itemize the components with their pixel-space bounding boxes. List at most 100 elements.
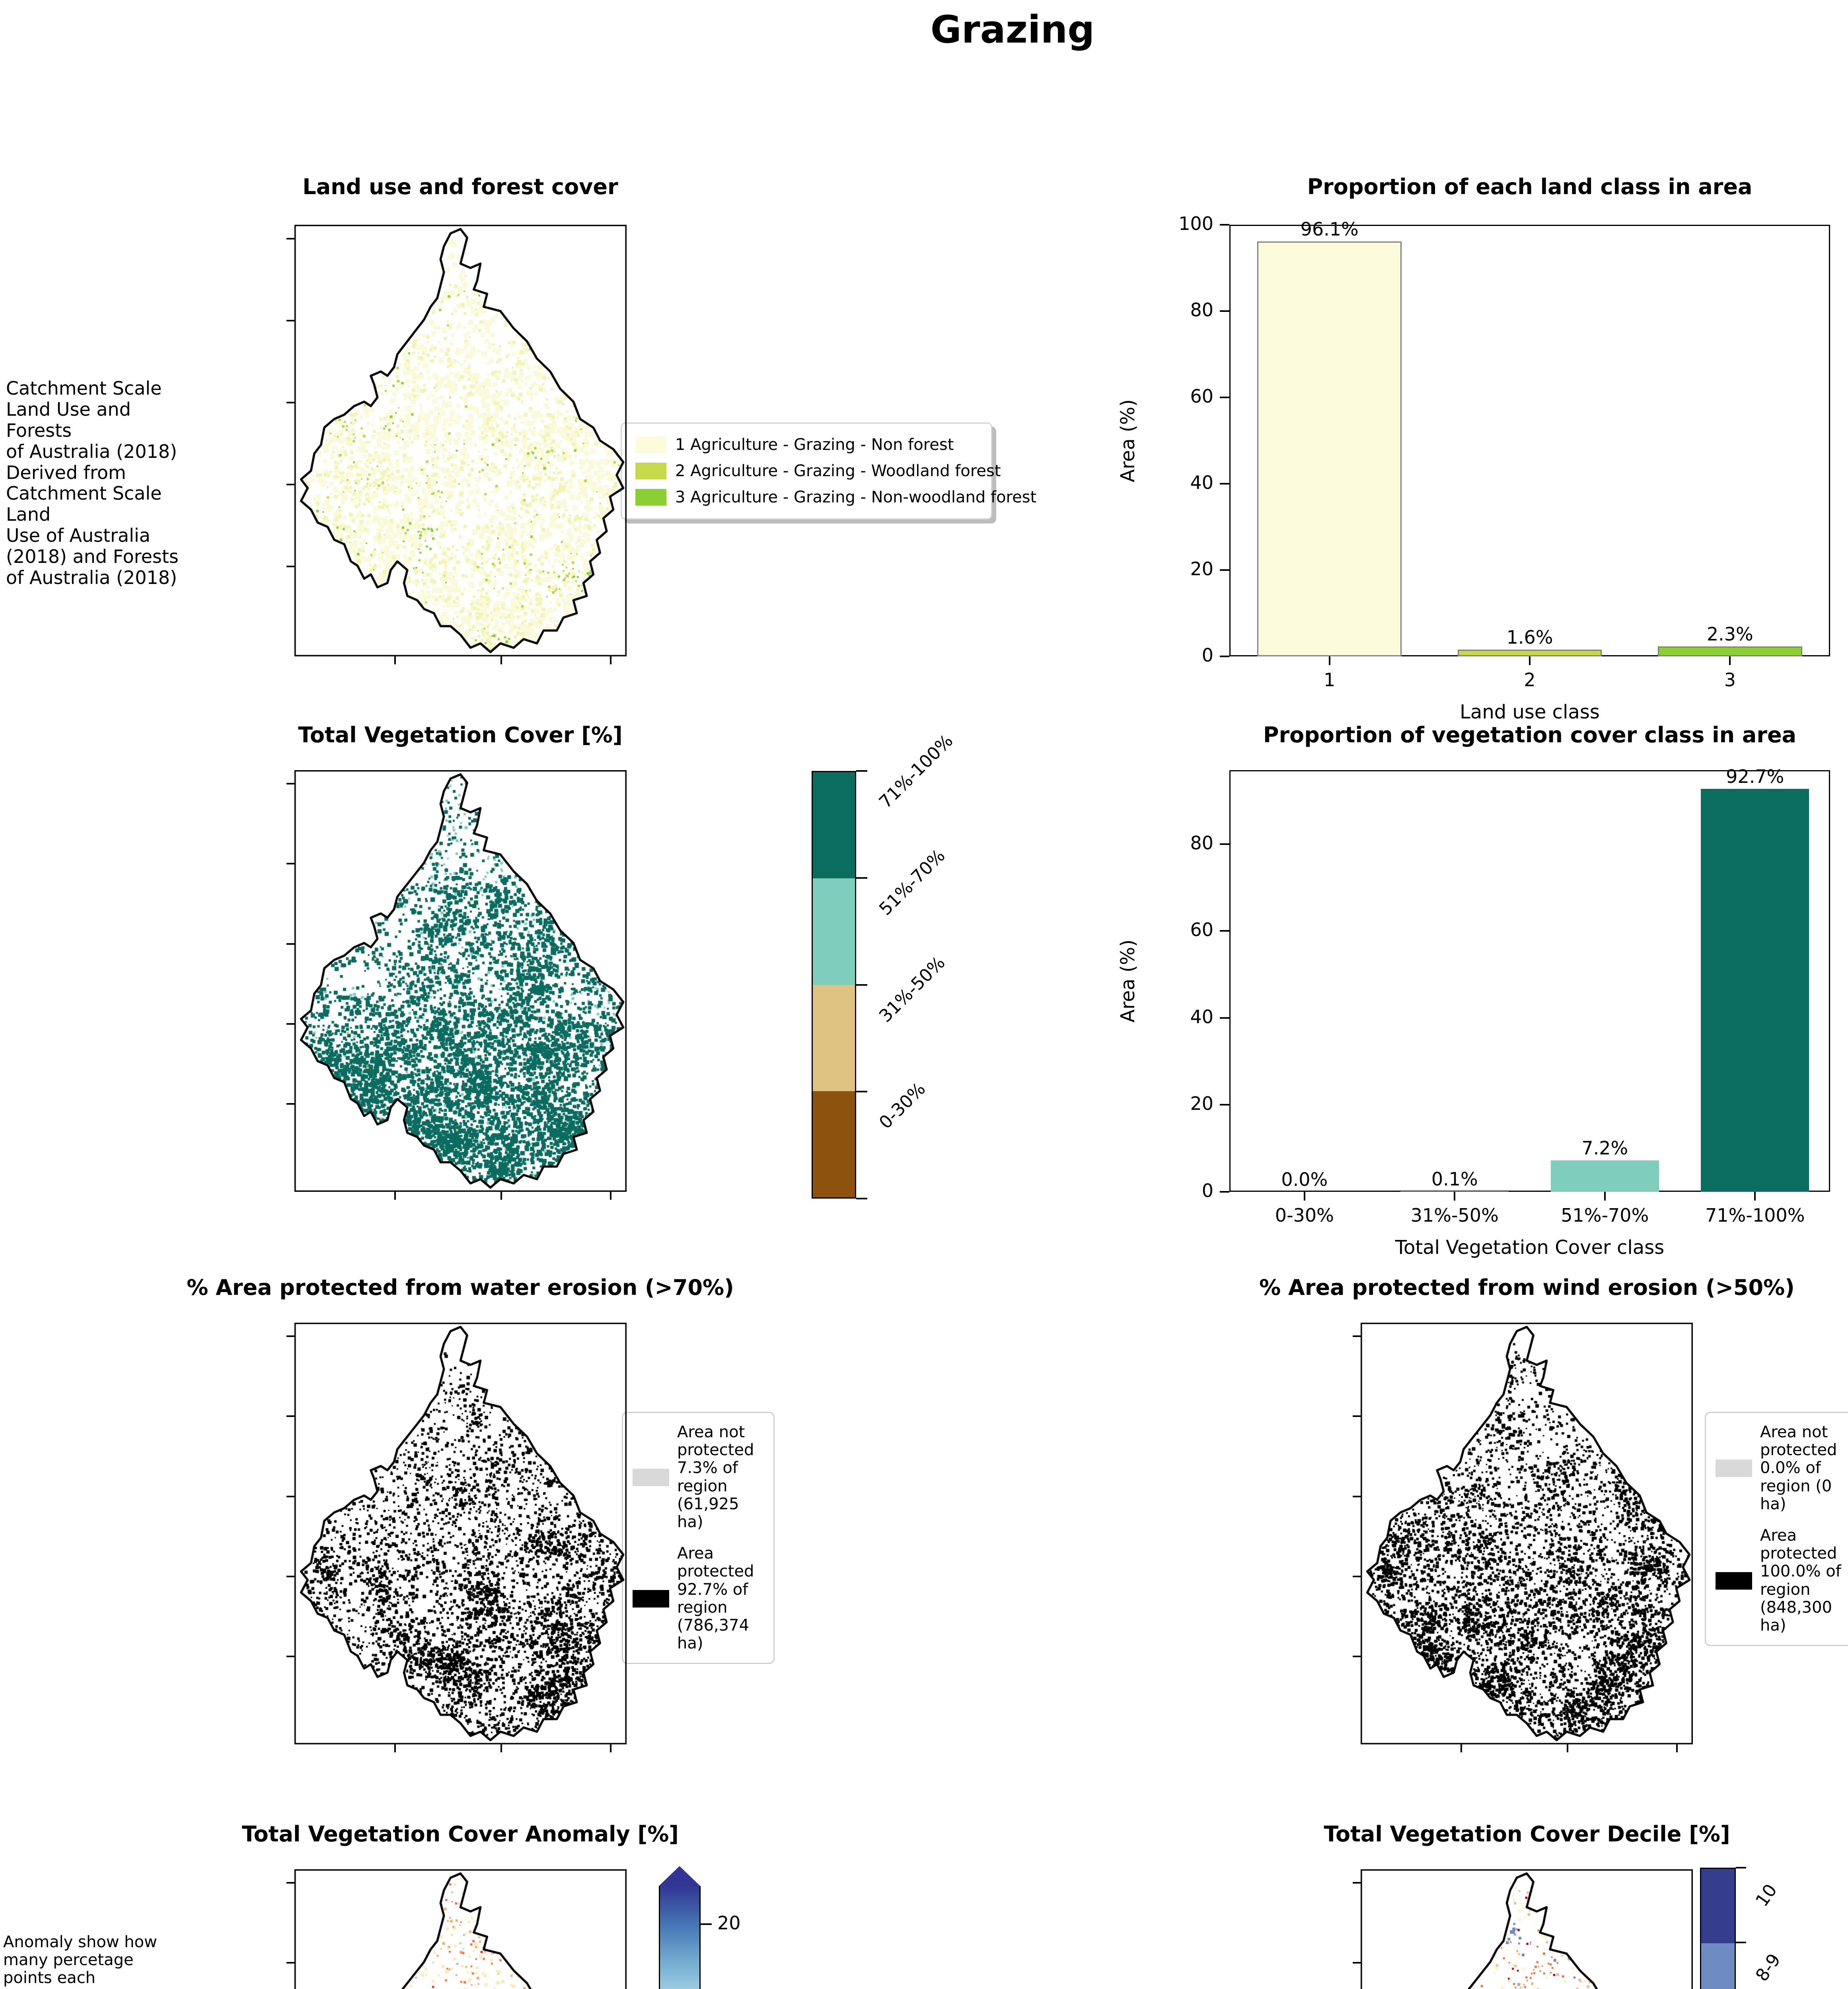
bar [1550, 1160, 1659, 1192]
colorbar-segment [1701, 1943, 1735, 1989]
legend-item-non-woodland: 3 Agriculture - Grazing - Non-woodland f… [635, 488, 1036, 506]
bar-value-label: 7.2% [1581, 1137, 1628, 1159]
y-tick [1220, 930, 1229, 932]
legend-label-non-woodland: 3 Agriculture - Grazing - Non-woodland f… [675, 488, 1037, 506]
y-tick-label: 0 [1201, 1180, 1213, 1201]
legend-label-non-forest: 1 Agriculture - Grazing - Non forest [675, 436, 954, 454]
colorbar-tick [856, 877, 867, 879]
map-axis-tick [286, 1882, 294, 1884]
y-tick-label: 40 [1190, 1006, 1213, 1028]
y-tick [1220, 569, 1229, 571]
y-tick-label: 60 [1190, 385, 1213, 407]
vegcover-map-canvas [294, 770, 627, 1192]
y-axis-label: Area (%) [1117, 399, 1139, 482]
y-tick [1220, 310, 1229, 312]
map-axis-tick [1353, 1576, 1361, 1577]
colorbar-tick-label: 20 [717, 1912, 741, 1934]
legend-swatch-non-forest [635, 436, 666, 453]
colorbar-label: 10 [1752, 1880, 1781, 1911]
map-axis-tick [1566, 1744, 1568, 1752]
map-axis-tick [286, 1103, 294, 1105]
y-axis-label: Area (%) [1117, 939, 1139, 1023]
x-tick [1754, 1192, 1756, 1201]
x-tick [1328, 656, 1330, 665]
x-tick-label: 51%-70% [1561, 1205, 1649, 1226]
legend-label-woodland: 2 Agriculture - Grazing - Woodland fores… [675, 462, 1001, 480]
map-axis-tick [1353, 1962, 1361, 1964]
colorbar-tick [856, 770, 867, 772]
colorbar-tick [856, 984, 867, 986]
land-use-map-title: Land use and forest cover [302, 174, 618, 199]
land-use-source-note: Catchment Scale Land Use and Forests of … [6, 378, 179, 589]
legend-item-not-protected: Area not protected 0.0% of region (0 ha) [1716, 1423, 1847, 1513]
map-axis-tick [500, 1192, 502, 1200]
legend-label-not-protected: Area not protected 7.3% of region (61,92… [677, 1423, 754, 1531]
landuse-map-canvas [294, 225, 627, 656]
map-axis-tick [286, 782, 294, 784]
vegcover-chart-title: Proportion of vegetation cover class in … [1263, 722, 1797, 747]
bar [1701, 788, 1809, 1192]
map-axis-tick [610, 1744, 612, 1752]
legend-item-protected: Area protected 92.7% of region (786,374 … [633, 1545, 764, 1652]
legend-swatch-protected [1716, 1572, 1752, 1590]
map-axis-tick [286, 1335, 294, 1337]
y-tick-label: 100 [1178, 213, 1213, 234]
x-tick [1729, 656, 1731, 665]
map-axis-tick [394, 1744, 396, 1752]
map-axis-tick [286, 1962, 294, 1964]
map-axis-tick [500, 1744, 502, 1752]
y-tick [1220, 1017, 1229, 1019]
y-tick-label: 20 [1190, 558, 1213, 580]
map-axis-tick [1460, 1744, 1462, 1752]
x-tick-label: 3 [1724, 669, 1736, 691]
map-axis-tick [286, 484, 294, 485]
colorbar-tick [1736, 1941, 1746, 1943]
wind-map-canvas [1361, 1323, 1693, 1744]
map-axis-tick [286, 566, 294, 568]
bar [1257, 241, 1402, 656]
map-axis-tick [286, 1495, 294, 1497]
y-tick [1220, 843, 1229, 845]
map-axis-tick [1353, 1335, 1361, 1337]
anomaly-map-canvas [294, 1869, 627, 1989]
colorbar-tick [701, 1923, 712, 1925]
colorbar-segment [813, 1091, 855, 1197]
vegcover-colorbar [812, 771, 856, 1199]
colorbar-label: 71%-100% [875, 730, 957, 813]
x-tick [1529, 656, 1531, 665]
map-axis-tick [610, 1192, 612, 1200]
colorbar-label: 8-9 [1752, 1950, 1785, 1985]
y-tick [1220, 483, 1229, 485]
bar-value-label: 1.6% [1506, 626, 1553, 648]
anomaly-map-title: Total Vegetation Cover Anomaly [%] [242, 1822, 679, 1847]
x-tick [1303, 1192, 1305, 1201]
chart-axes-box [1229, 770, 1830, 1192]
colorbar-label: 0-30% [875, 1079, 930, 1133]
bar-value-label: 92.7% [1726, 765, 1784, 787]
map-axis-tick [286, 1023, 294, 1025]
legend-item-protected: Area protected 100.0% of region (848,300… [1716, 1526, 1847, 1635]
bar [1400, 1191, 1509, 1192]
map-axis-tick [1353, 1656, 1361, 1658]
colorbar-tick [1736, 1867, 1746, 1868]
x-axis-label: Land use class [1460, 701, 1600, 723]
anomaly-colorbar-body [659, 1886, 701, 1989]
legend-label-protected: Area protected 100.0% of region (848,300… [1760, 1526, 1841, 1635]
legend-item-not-protected: Area not protected 7.3% of region (61,92… [633, 1423, 764, 1531]
y-tick [1220, 656, 1229, 657]
legend-item-non-forest: 1 Agriculture - Grazing - Non forest [635, 436, 978, 454]
anomaly-colorbar-top-tip [659, 1866, 700, 1886]
x-tick-label: 71%-100% [1705, 1205, 1805, 1226]
legend-swatch-not-protected [1716, 1459, 1752, 1477]
bar-value-label: 0.0% [1281, 1169, 1328, 1190]
legend-swatch-woodland [635, 463, 666, 479]
map-axis-tick [394, 656, 396, 664]
land-use-legend: 1 Agriculture - Grazing - Non forest 2 A… [621, 422, 1036, 520]
map-axis-tick [286, 943, 294, 945]
bar [1658, 646, 1802, 656]
legend-swatch-protected [633, 1590, 669, 1608]
x-tick-label: 0-30% [1275, 1205, 1334, 1226]
colorbar-label: 31%-50% [875, 952, 949, 1026]
x-tick [1454, 1192, 1456, 1201]
colorbar-tick [856, 1198, 867, 1199]
